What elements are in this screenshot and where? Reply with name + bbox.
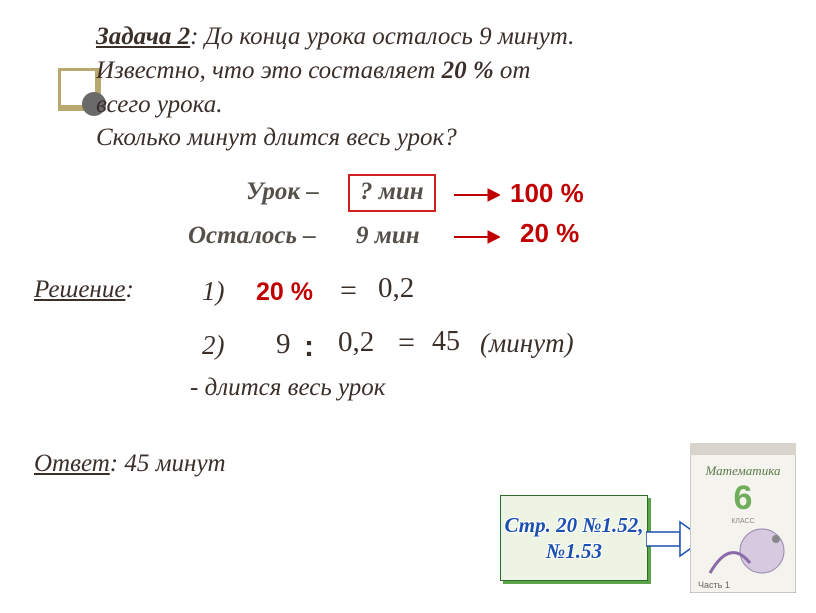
arrow-icon xyxy=(452,186,500,204)
arrow-icon xyxy=(452,228,500,246)
lesson-percent: 100 % xyxy=(510,178,584,209)
step1-pct: 20 % xyxy=(256,278,313,307)
solution-explain: - длится весь урок xyxy=(190,374,385,402)
problem-line2b: от xyxy=(494,57,531,84)
book-title: Математика xyxy=(705,463,781,478)
step1-eq: = xyxy=(340,274,357,308)
step1-val: 0,2 xyxy=(378,272,414,305)
answer-label: Ответ xyxy=(34,450,110,477)
step2-unit: (минут) xyxy=(480,328,574,359)
solution-label: Решение xyxy=(34,276,125,303)
problem-line2-bold: 20 % xyxy=(442,57,494,84)
lesson-value-box: ? мин xyxy=(348,174,436,212)
problem-line3: всего урока. xyxy=(96,91,222,118)
step2-colon: : xyxy=(304,330,314,364)
book-grade: 6 xyxy=(734,479,753,517)
remain-value: 9 мин xyxy=(356,222,420,249)
step2-num: 2) xyxy=(202,330,225,361)
page-reference: Стр. 20 №1.52, №1.53 xyxy=(500,495,648,581)
answer-text: : 45 минут xyxy=(110,450,226,477)
step2-a: 9 xyxy=(276,328,291,361)
page-reference-text: Стр. 20 №1.52, №1.53 xyxy=(501,512,647,565)
problem-title: Задача 2 xyxy=(96,23,190,50)
problem-line2a: Известно, что это составляет xyxy=(96,57,442,84)
textbook-cover: Математика 6 КЛАСС Часть 1 xyxy=(690,443,796,593)
book-part: Часть 1 xyxy=(698,580,730,590)
remain-percent: 20 % xyxy=(520,218,579,249)
lesson-value: ? мин xyxy=(360,178,424,205)
problem-line4: Сколько минут длится весь урок? xyxy=(96,124,457,151)
lesson-label: Урок – xyxy=(246,178,319,205)
step2-eq: = xyxy=(398,326,415,360)
remain-label: Осталось – xyxy=(188,222,316,249)
svg-text:КЛАСС: КЛАСС xyxy=(731,518,754,525)
step1-num: 1) xyxy=(202,276,225,307)
step2-res: 45 xyxy=(432,326,460,358)
step2-b: 0,2 xyxy=(338,326,374,359)
problem-text: Задача 2: До конца урока осталось 9 мину… xyxy=(96,20,736,155)
problem-line1: : До конца урока осталось 9 минут. xyxy=(190,23,574,50)
